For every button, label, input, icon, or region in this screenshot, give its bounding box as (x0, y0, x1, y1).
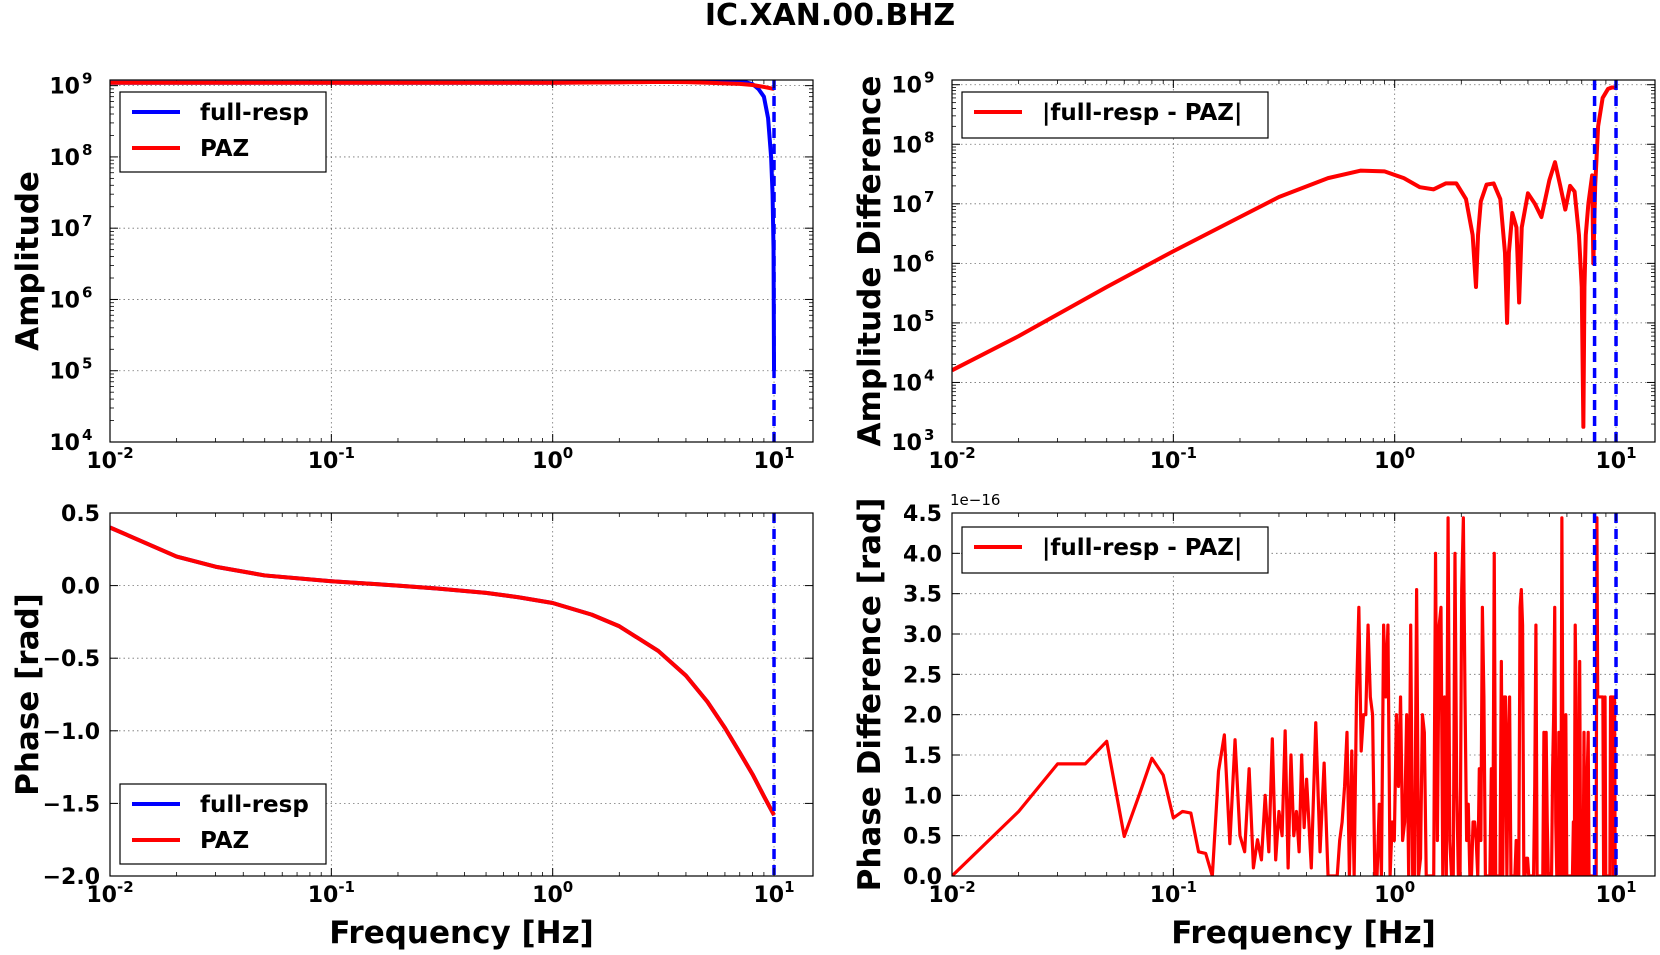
y-tick-label: −0.5 (43, 647, 100, 672)
amplitude-legend: full-resp PAZ (119, 91, 327, 173)
y-tick-exponent: 9 (82, 70, 92, 88)
phase-difference-series-group (952, 516, 1617, 876)
y-tick-label: 2.5 (903, 663, 942, 688)
y-tick-label: −1.5 (43, 792, 100, 817)
phase-y-axis-label: Phase [rad] (10, 593, 46, 796)
x-tick-label: 10-1 (308, 444, 355, 474)
x-tick-label: 10-2 (928, 444, 975, 474)
y-tick-label: 10 (891, 431, 922, 456)
figure-title: IC.XAN.00.BHZ (705, 0, 955, 33)
y-tick-label: 10 (891, 312, 922, 337)
y-tick-label: 10 (891, 371, 922, 396)
phase-series-line-1 (110, 525, 776, 816)
legend-entry-0: |full-resp - PAZ| (1042, 100, 1242, 126)
phase-difference-series-line-0 (952, 516, 1617, 876)
y-tick-label: 3.0 (903, 623, 942, 648)
y-tick-label: 4.0 (903, 542, 942, 567)
legend-box (961, 91, 1269, 139)
y-tick-label: 3.5 (903, 583, 942, 608)
x-tick-label: 101 (753, 444, 794, 474)
x-tick-label: 100 (1374, 444, 1415, 474)
x-tick-label: 101 (1595, 878, 1636, 908)
y-tick-label: 10 (49, 146, 80, 171)
x-tick-label: 10-2 (86, 878, 133, 908)
y-tick-exponent: 5 (82, 355, 92, 373)
legend-entry-0: full-resp (200, 100, 309, 126)
y-tick-label: 10 (891, 74, 922, 99)
y-tick-label: 10 (891, 252, 922, 277)
legend-box (119, 783, 327, 865)
y-tick-label: 1.5 (903, 744, 942, 769)
amplitude-difference-y-axis-label: Amplitude Difference (852, 76, 888, 447)
phase-series-line-0 (110, 525, 776, 816)
y-tick-exponent: 7 (924, 188, 934, 206)
y-tick-exponent: 4 (82, 426, 92, 444)
x-tick-label: 10-1 (308, 878, 355, 908)
y-tick-label: 10 (891, 133, 922, 158)
x-tick-label: 10-2 (86, 444, 133, 474)
x-tick-label: 100 (532, 444, 573, 474)
x-tick-label: 100 (532, 878, 573, 908)
y-tick-exponent: 8 (924, 128, 934, 146)
legend-entry-1: PAZ (200, 828, 249, 854)
legend-entry-1: PAZ (200, 136, 249, 162)
phase-plot-frame (109, 512, 814, 877)
y-tick-label: 0.5 (61, 502, 100, 527)
legend-entry-0: full-resp (200, 792, 309, 818)
y-tick-exponent: 4 (924, 366, 934, 384)
phase-chart: 10-2 10-1 100 101 0.5 0.0 −0.5 −1.0 −1.5 −2.0 Phas… (10, 502, 814, 951)
amplitude-difference-series-line-0 (952, 85, 1617, 429)
phase-difference-plot-frame (951, 512, 1656, 877)
x-tick-label: 101 (1595, 444, 1636, 474)
x-tick-label: 100 (1374, 878, 1415, 908)
amplitude-plot-frame (109, 79, 814, 443)
phase-difference-x-axis-label: Frequency [Hz] (1171, 915, 1436, 951)
y-tick-label: 2.0 (903, 704, 942, 729)
x-tick-label: 10-1 (1150, 878, 1197, 908)
y-tick-label: −2.0 (43, 865, 100, 890)
y-tick-label: −1.0 (43, 720, 100, 745)
phase-legend: full-resp PAZ (119, 783, 327, 865)
legend-entry-0: |full-resp - PAZ| (1042, 535, 1242, 561)
y-tick-label: 10 (49, 360, 80, 385)
phase-series-group (110, 525, 776, 816)
y-tick-label: 10 (49, 288, 80, 313)
amplitude-y-axis-label: Amplitude (10, 171, 46, 351)
amplitude-difference-series-group (952, 85, 1617, 429)
amplitude-series-group (110, 80, 777, 371)
y-tick-exponent: 6 (924, 247, 934, 265)
y-tick-label: 10 (49, 217, 80, 242)
amplitude-difference-plot-frame (951, 79, 1656, 443)
y-tick-label: 10 (49, 431, 80, 456)
amplitude-series-line-1 (110, 80, 775, 91)
y-tick-label: 1.0 (903, 784, 942, 809)
phase-difference-chart: 10-2 10-1 100 101 0.0 0.5 1.0 1.5 2.0 2.5 3.0 3.5 4.… (852, 491, 1656, 951)
y-tick-label: 0.0 (61, 575, 100, 600)
x-tick-label: 10-2 (928, 878, 975, 908)
phase-x-axis-label: Frequency [Hz] (329, 915, 594, 951)
x-tick-label: 10-1 (1150, 444, 1197, 474)
y-tick-label: 10 (49, 75, 80, 100)
legend-box (961, 526, 1269, 574)
legend-box (119, 91, 327, 173)
y-tick-label: 4.5 (903, 502, 942, 527)
y-tick-exponent: 3 (924, 426, 934, 444)
amplitude-difference-legend: |full-resp - PAZ| (961, 91, 1269, 139)
y-tick-label: 10 (891, 193, 922, 218)
y-tick-exponent: 5 (924, 307, 934, 325)
y-tick-exponent: 8 (82, 141, 92, 159)
y-tick-exponent: 6 (82, 283, 92, 301)
y-tick-label: 0.0 (903, 865, 942, 890)
y-tick-exponent: 7 (82, 212, 92, 230)
y-tick-exponent: 9 (924, 69, 934, 87)
phase-difference-legend: |full-resp - PAZ| (961, 526, 1269, 574)
phase-difference-y-axis-label: Phase Difference [rad] (852, 498, 888, 892)
y-tick-label: 0.5 (903, 825, 942, 850)
x-tick-label: 101 (753, 878, 794, 908)
y-offset-label: 1e−16 (950, 491, 1000, 509)
